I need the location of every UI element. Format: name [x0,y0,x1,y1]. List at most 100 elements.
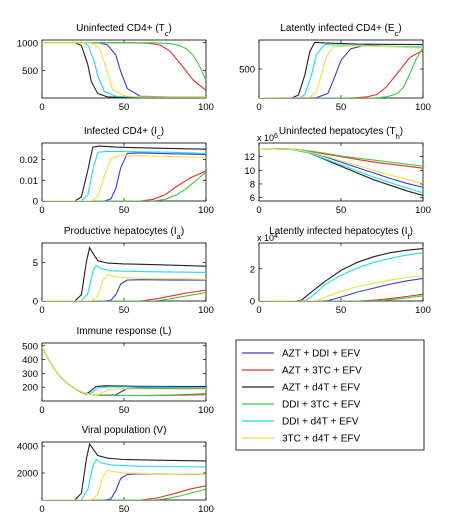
series-line-1 [42,170,206,201]
series-line-4 [259,252,423,301]
x-tick-label: 0 [39,504,44,515]
x-tick-label: 50 [119,405,130,416]
series-line-0 [42,279,206,301]
y-tick-label: 300 [22,369,38,380]
subplot-title: Latently infected CD4+ (Ec) [280,23,401,38]
series-line-1 [42,485,206,500]
series-line-5 [42,469,206,500]
subplot-title: Productive hepatocytes (Ia) [64,226,184,241]
x-tick-label: 100 [198,102,214,113]
x-tick-label: 0 [39,102,44,113]
series-line-5 [42,42,206,98]
legend: AZT + DDI + EFV AZT + 3TC + EFV AZT + d4T … [235,339,425,451]
subplot-title: Infected CD4+ (Ic) [84,126,164,141]
y-tick-label: 500 [22,66,38,77]
series-line-5 [42,346,206,396]
x-tick-label: 50 [336,205,347,216]
series-line-4 [42,264,206,301]
series-line-2 [42,42,206,98]
legend-label: AZT + 3TC + EFV [282,366,362,377]
y-tick-label: 5 [33,258,38,269]
subplot-title: Uninfected CD4+ (Tc) [76,23,172,38]
axes-frame [41,342,207,402]
series-line-0 [42,346,206,396]
series-line-4 [42,150,206,201]
y-tick-label: 500 [22,341,38,352]
x-tick-label: 100 [415,205,431,216]
series-line-0 [42,152,206,201]
series-line-4 [42,458,206,500]
x-tick-label: 100 [198,504,214,515]
series-line-5 [42,274,206,301]
y-tick-label: 10 [244,166,255,177]
legend-label: DDI + 3TC + EFV [282,400,361,411]
series-line-3 [259,295,423,301]
x-tick-label: 100 [198,405,214,416]
axes-frame [41,39,207,99]
subplot-title: Viral population (V) [82,425,167,436]
series-line-5 [42,154,206,201]
subplot-3: Uninfected hepatocytes (Th) 0 50 100 6 8 10 12x… [244,126,431,216]
axes-frame [258,142,424,202]
x-tick-label: 0 [39,405,44,416]
y-tick-label: 8 [250,179,255,190]
y-tick-label: 1000 [17,38,38,49]
series-line-4 [42,42,206,98]
series-line-3 [42,42,206,81]
y-tick-label: 0.02 [20,155,39,166]
y-tick-label: 0 [250,297,255,308]
subplot-0: Uninfected CD4+ (Tc) 0 50 100 500 1000 [17,23,214,113]
subplot-title: Latently infected hepatocytes (If) [269,226,413,241]
series-line-2 [42,442,206,500]
series-line-1 [42,42,206,91]
y-tick-label: 400 [22,355,38,366]
series-line-3 [259,147,423,167]
x-tick-label: 50 [336,305,347,316]
x-tick-label: 0 [39,205,44,216]
y-tick-label: 500 [239,65,255,76]
subplot-5: Latently infected hepatocytes (If) 0 50 100… [250,226,431,316]
x-tick-label: 100 [415,102,431,113]
axes-frame [258,39,424,99]
y-tick-label: 0 [33,297,38,308]
x-tick-label: 0 [256,305,261,316]
subplot-title: Uninfected hepatocytes (Th) [279,126,403,141]
x-tick-label: 50 [119,102,130,113]
series-line-0 [259,147,423,188]
legend-label: AZT + DDI + EFV [282,349,360,360]
series-line-1 [42,289,206,301]
legend-box [235,339,425,451]
y-tick-label: 2000 [17,469,38,480]
x-tick-label: 50 [119,205,130,216]
series-line-3 [42,171,206,201]
series-line-3 [42,488,206,500]
series-line-4 [42,346,206,395]
axis-multiplier: x 104 [257,233,278,244]
y-tick-label: 200 [22,383,38,394]
y-tick-label: 2 [250,264,255,275]
series-line-5 [259,147,423,184]
x-tick-label: 50 [119,504,130,515]
subplot-1: Latently infected CD4+ (Ec) 0 50 100 500 [239,23,431,113]
legend-label: 3TC + d4T + EFV [282,434,361,445]
subplot-4: Productive hepatocytes (Ia) 0 50 100 0 5 [33,226,214,316]
series-line-1 [259,49,423,98]
subplot-title: Immune response (L) [76,326,171,337]
x-tick-label: 0 [256,205,261,216]
series-line-0 [42,42,206,98]
series-line-2 [42,145,206,201]
x-tick-label: 100 [198,205,214,216]
legend-label: DDI + d4T + EFV [282,417,359,428]
subplot-2: Infected CD4+ (Ic) 0 50 100 0 0.01 0.02 [20,126,214,216]
x-tick-label: 50 [119,305,130,316]
series-line-1 [259,293,423,301]
series-line-4 [259,147,423,194]
y-tick-label: 4000 [17,442,38,453]
series-line-3 [42,291,206,301]
legend-label: AZT + d4T + EFV [282,383,360,394]
x-tick-label: 100 [415,305,431,316]
y-tick-label: 6 [250,193,255,204]
x-tick-label: 0 [39,305,44,316]
subplot-7: Viral population (V) 0 50 100 2000 4000 [17,425,214,515]
